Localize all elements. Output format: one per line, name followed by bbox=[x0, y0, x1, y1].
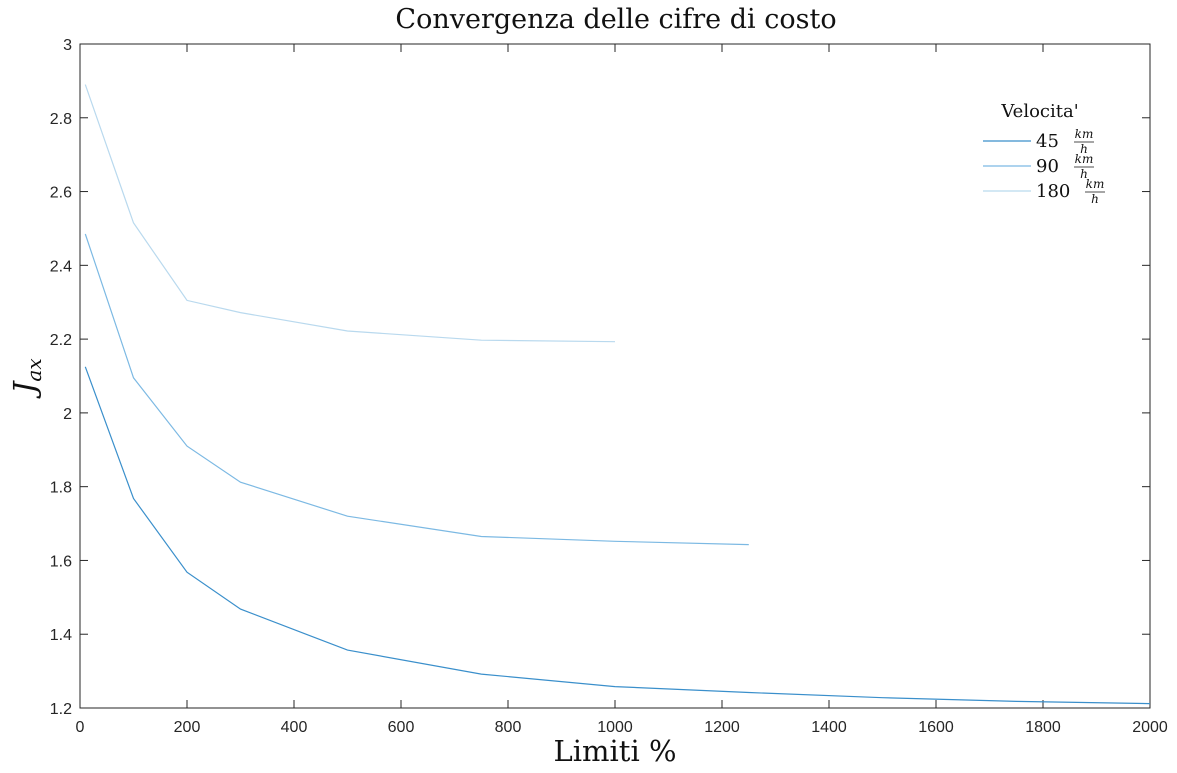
series-line-45 bbox=[84, 366, 1151, 705]
x-axis: 0 200 400 600 800 1000 1200 1400 1600 1800 2000 bbox=[76, 44, 1168, 736]
x-tick-label: 1000 bbox=[597, 719, 633, 736]
y-tick-label: 1.6 bbox=[50, 553, 72, 570]
legend-entry-45: 45 bbox=[1036, 131, 1059, 152]
legend-unit-denominator: h bbox=[1091, 192, 1099, 206]
x-tick-label: 600 bbox=[388, 719, 415, 736]
y-tick-label: 1.4 bbox=[50, 627, 72, 644]
y-tick-label: 3 bbox=[63, 37, 72, 54]
x-tick-label: 1200 bbox=[704, 719, 740, 736]
legend-title: Velocita' bbox=[1000, 101, 1078, 122]
series-layer bbox=[84, 84, 1151, 705]
series-line-90 bbox=[84, 233, 749, 546]
svg-text:Jax: Jax bbox=[8, 358, 46, 399]
legend-unit-denominator: h bbox=[1080, 167, 1088, 181]
x-tick-label: 400 bbox=[281, 719, 308, 736]
y-tick-label: 1.2 bbox=[50, 701, 72, 718]
y-tick-label: 2.2 bbox=[50, 332, 72, 349]
legend-entry-180: 180 bbox=[1036, 181, 1070, 202]
x-tick-label: 0 bbox=[76, 719, 85, 736]
y-axis-label: Jax bbox=[8, 358, 46, 399]
y-tick-label: 2.6 bbox=[50, 185, 72, 202]
x-tick-label: 1800 bbox=[1025, 719, 1061, 736]
y-axis-label-sub: ax bbox=[22, 358, 46, 381]
y-axis-label-main: J bbox=[8, 380, 43, 400]
x-tick-label: 2000 bbox=[1132, 719, 1168, 736]
y-axis: 1.2 1.4 1.6 1.8 2 2.2 2.4 2.6 2.8 3 bbox=[50, 37, 1150, 718]
legend-unit-numerator: km bbox=[1075, 152, 1094, 166]
legend-unit-numerator: km bbox=[1075, 127, 1094, 141]
legend-unit-numerator: km bbox=[1086, 177, 1105, 191]
series-line-180 bbox=[84, 84, 616, 343]
y-tick-label: 2 bbox=[63, 406, 72, 423]
x-axis-label: Limiti % bbox=[553, 734, 676, 768]
x-tick-label: 1400 bbox=[811, 719, 847, 736]
y-tick-label: 1.8 bbox=[50, 480, 72, 497]
x-tick-label: 200 bbox=[174, 719, 201, 736]
x-tick-label: 1600 bbox=[918, 719, 954, 736]
chart-title: Convergenza delle cifre di costo bbox=[395, 4, 836, 35]
legend-unit-denominator: h bbox=[1080, 142, 1088, 156]
y-tick-label: 2.4 bbox=[50, 258, 72, 275]
y-tick-label: 2.8 bbox=[50, 111, 72, 128]
x-tick-label: 800 bbox=[495, 719, 522, 736]
legend-entry-90: 90 bbox=[1036, 156, 1059, 177]
